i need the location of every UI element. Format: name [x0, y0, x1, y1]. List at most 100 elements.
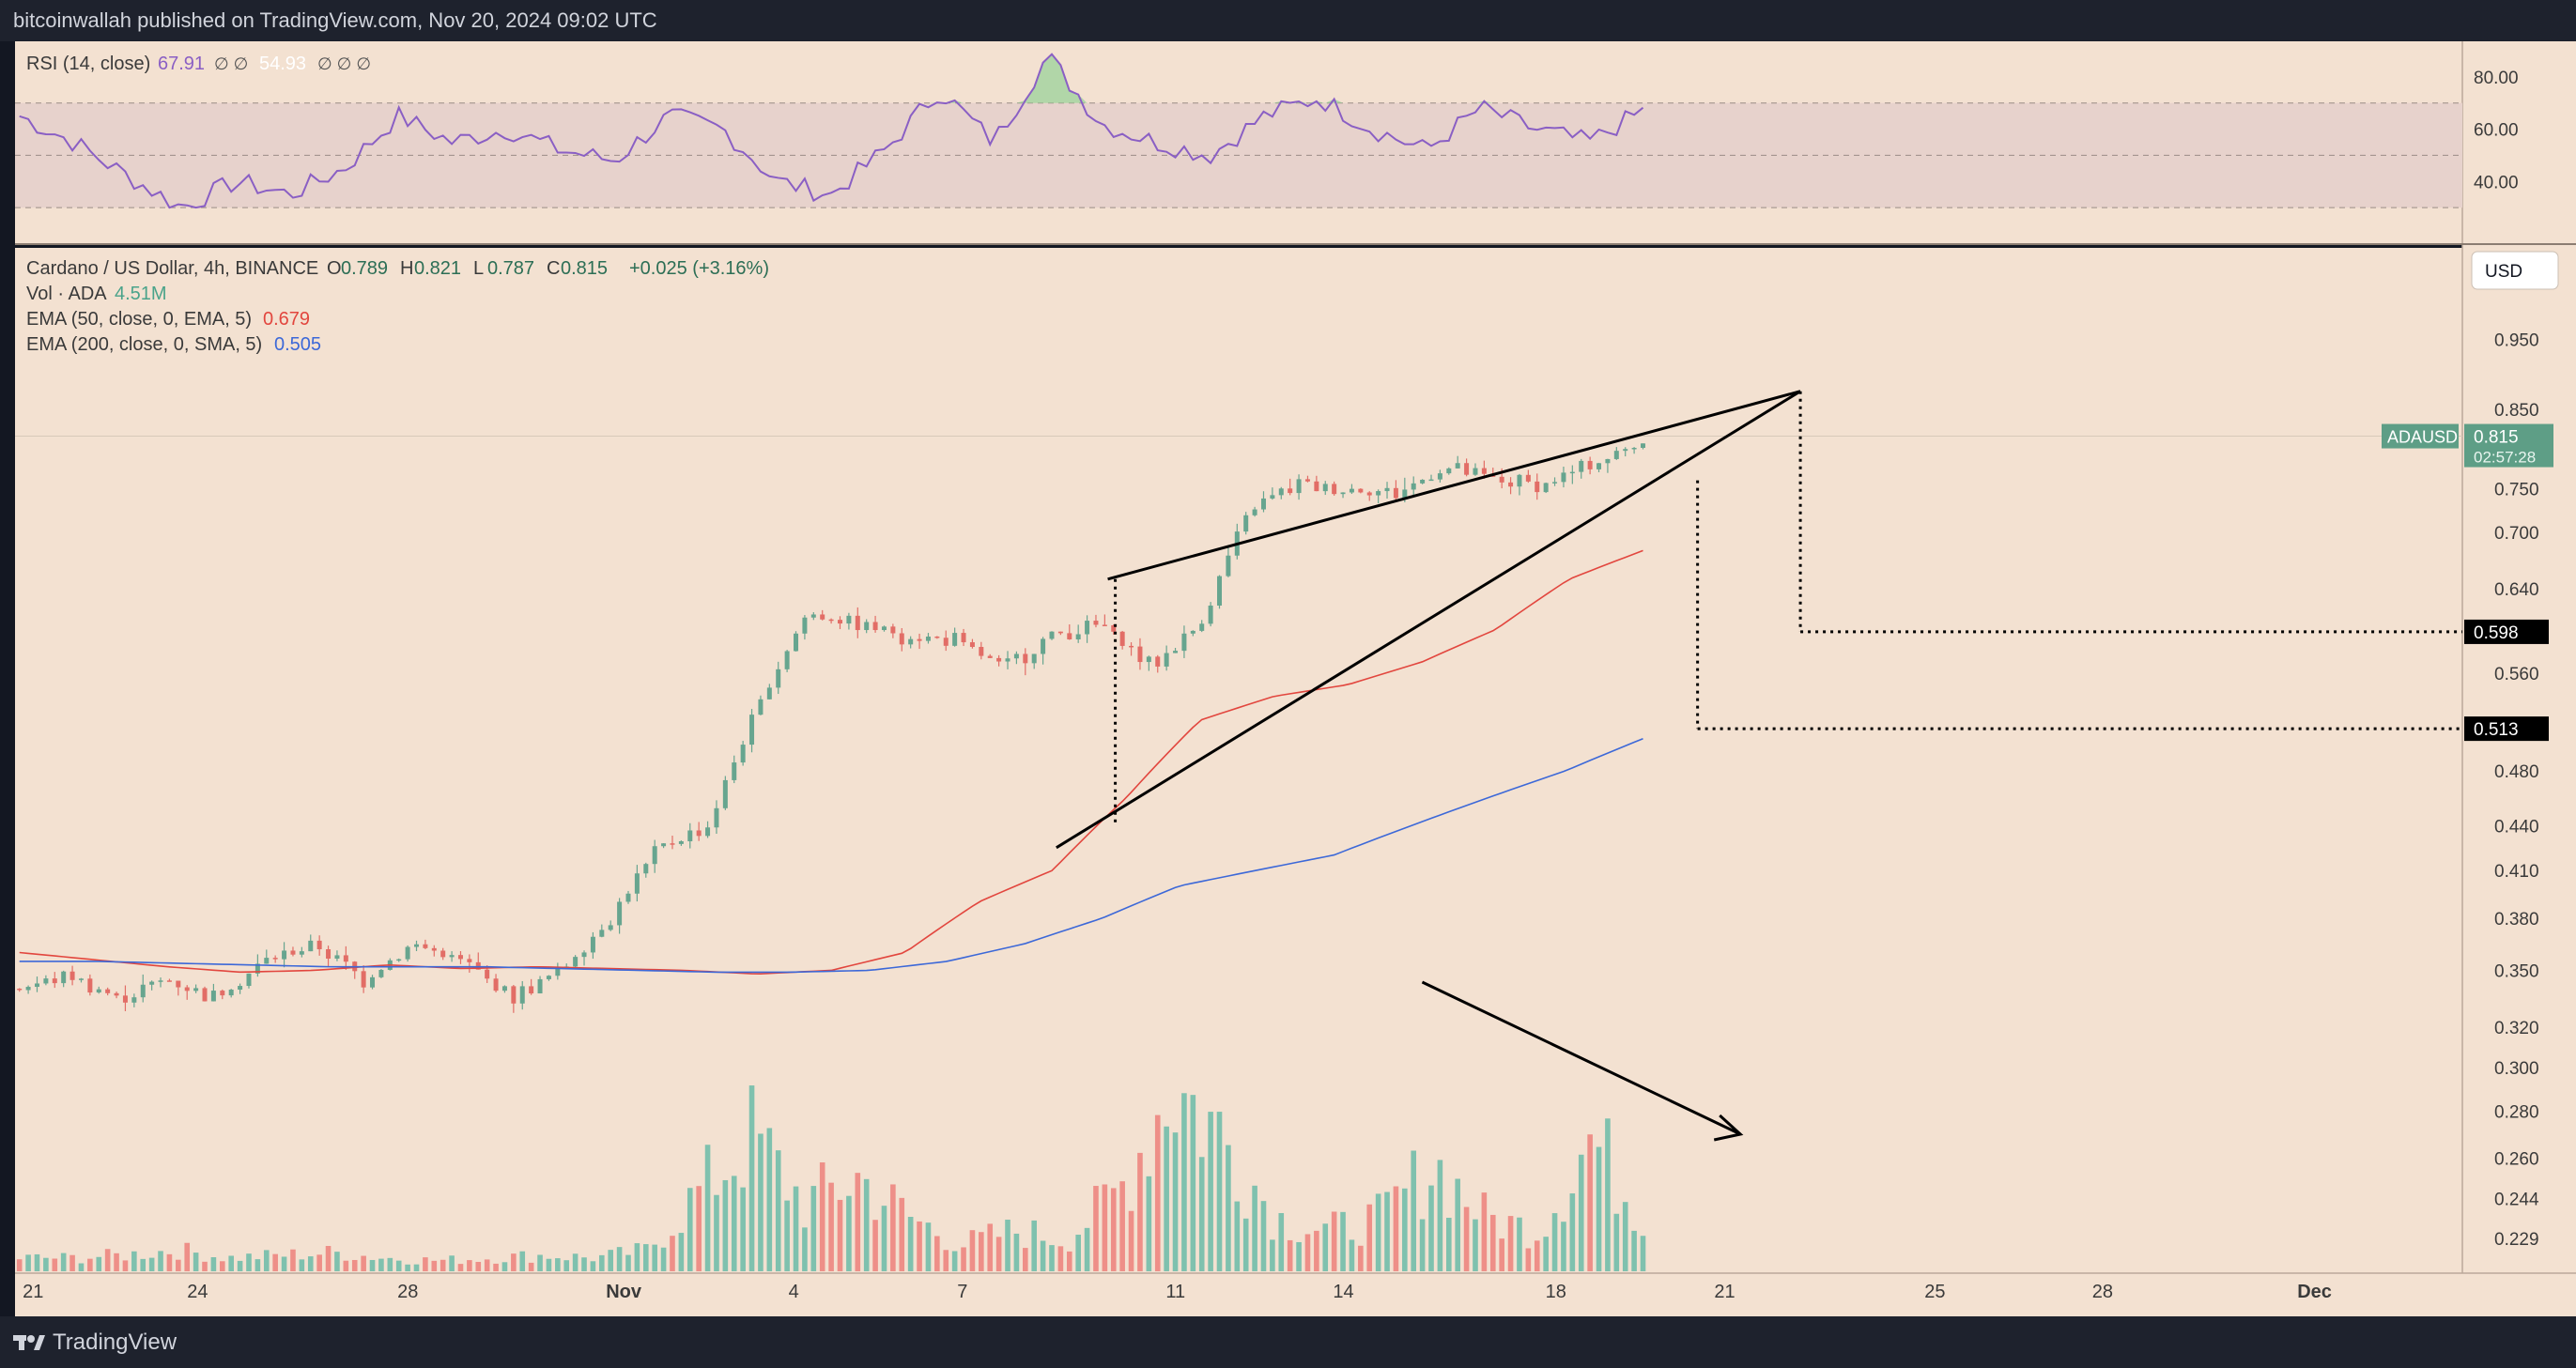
candle-body — [1181, 633, 1187, 652]
candle-body — [996, 657, 1002, 662]
volume-bar — [96, 1256, 102, 1271]
candle-body — [78, 978, 84, 980]
volume-bar — [634, 1243, 640, 1271]
candle-body — [405, 946, 410, 960]
candle-body — [1005, 658, 1010, 662]
candle-body — [714, 807, 719, 828]
candle-body — [1041, 638, 1046, 654]
candle-body — [899, 633, 904, 645]
volume-bar — [1507, 1216, 1514, 1271]
volume-bar — [1543, 1237, 1549, 1271]
volume-bar — [1198, 1157, 1205, 1271]
volume-bar — [1084, 1227, 1090, 1271]
candle-body — [1376, 491, 1381, 496]
candle-body — [625, 893, 631, 902]
candle-body — [670, 843, 675, 845]
volume-bar — [1075, 1235, 1081, 1271]
last-price: 0.815 — [2474, 428, 2519, 448]
volume-bar — [1331, 1211, 1337, 1271]
volume-bar — [511, 1253, 517, 1271]
candle-body — [1543, 483, 1549, 493]
volume-bar — [660, 1247, 667, 1271]
time-tick-label: 28 — [397, 1282, 418, 1302]
candle-body — [969, 642, 975, 648]
time-tick-label: 24 — [187, 1282, 208, 1302]
rsi-tick-label: 80.00 — [2474, 69, 2519, 88]
ohlc-value: 0.789 — [341, 258, 388, 279]
candle-body — [810, 614, 816, 618]
volume-bar — [255, 1259, 261, 1271]
volume-bar — [881, 1206, 887, 1271]
candle-body — [255, 963, 260, 974]
rsi-legend-label: RSI (14, close) — [26, 54, 150, 74]
volume-bar — [1569, 1193, 1576, 1271]
volume-bar — [837, 1199, 843, 1271]
candle-body — [1641, 443, 1646, 448]
candle-body — [184, 987, 190, 991]
candle-body — [749, 715, 755, 745]
candle-body — [581, 952, 587, 958]
candle-body — [1288, 488, 1293, 494]
volume-bar — [176, 1259, 181, 1271]
volume-bar — [1216, 1112, 1223, 1271]
price-tick-label: 0.640 — [2494, 580, 2539, 600]
volume-bar — [87, 1258, 93, 1271]
ohlc-value: 0.821 — [414, 258, 461, 279]
volume-bar — [810, 1186, 817, 1271]
volume-bar — [722, 1179, 729, 1271]
brand-logo[interactable]: TradingView — [13, 1330, 177, 1356]
volume-bar — [1066, 1251, 1072, 1271]
candle-body — [599, 930, 605, 937]
volume-bar — [961, 1247, 966, 1271]
volume-bar — [907, 1217, 914, 1271]
price-tick-label: 0.260 — [2494, 1150, 2539, 1170]
candle-body — [1111, 624, 1117, 632]
candle-body — [634, 873, 640, 894]
wedge-lower-line — [1056, 390, 1801, 850]
volume-bar — [714, 1194, 719, 1271]
volume-bar — [405, 1264, 410, 1271]
volume-bar — [872, 1220, 878, 1271]
candle-body — [449, 955, 455, 958]
candle-body — [1314, 481, 1319, 492]
volume-bar — [184, 1242, 191, 1271]
rsi-legend-symbols2: ∅ ∅ ∅ — [317, 54, 371, 73]
rsi-legend-value2: 54.93 — [259, 54, 306, 74]
candle-body — [519, 986, 525, 1004]
volume-bar — [1102, 1184, 1108, 1271]
volume-bar — [555, 1258, 561, 1271]
price-tick-label: 0.560 — [2494, 665, 2539, 684]
candle-body — [1420, 479, 1426, 484]
volume-bar — [16, 1259, 23, 1271]
volume-bar — [193, 1253, 199, 1271]
volume-bar — [501, 1262, 508, 1271]
volume-bar — [1481, 1192, 1488, 1271]
volume-bar — [467, 1260, 472, 1271]
candle-body — [114, 992, 119, 996]
candle-body — [1085, 621, 1090, 635]
candle-body — [872, 622, 878, 631]
volume-bar — [581, 1257, 587, 1271]
volume-bar — [431, 1260, 438, 1271]
volume-bar — [440, 1259, 446, 1271]
candle-body — [1190, 630, 1195, 634]
volume-bar — [423, 1257, 428, 1271]
volume-bar — [546, 1258, 552, 1271]
time-tick-label: 25 — [1924, 1282, 1945, 1302]
ema200-legend-label: EMA (200, close, 0, SMA, 5) — [26, 334, 262, 355]
candle-body — [1208, 605, 1213, 624]
price-chart[interactable]: 80.00 60.00 40.00 0.950 0.850 0.750 0.700 0.640… — [0, 41, 2576, 1316]
ema200-line — [19, 737, 1643, 974]
volume-bar — [1013, 1233, 1020, 1271]
currency-button[interactable] — [2471, 251, 2559, 290]
volume-bar — [979, 1232, 984, 1271]
volume-bar — [1455, 1178, 1460, 1271]
candle-body — [1525, 474, 1531, 482]
candle-body — [1605, 458, 1611, 464]
candle-body — [1552, 482, 1558, 484]
candle-body — [370, 976, 376, 988]
candle-body — [1278, 488, 1284, 496]
volume-bar — [1613, 1213, 1620, 1271]
volume-bar — [395, 1260, 402, 1271]
volume-bar — [1252, 1185, 1257, 1271]
